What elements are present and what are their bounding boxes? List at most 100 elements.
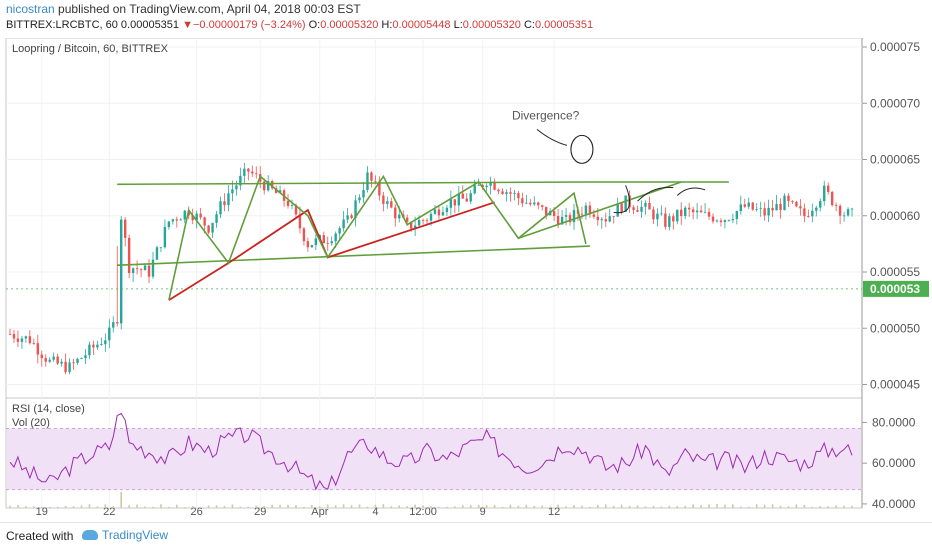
price-tick-label: 0.000070 — [870, 96, 920, 110]
tradingview-brand[interactable]: TradingView — [82, 528, 168, 542]
volume-bar — [660, 506, 663, 508]
candle-body — [298, 214, 302, 229]
candle-body — [560, 216, 564, 225]
volume-bar — [438, 506, 440, 508]
chart-svg[interactable]: 0.000075 0.000070 0.000065 0.000060 0.000055… — [4, 38, 930, 518]
support-line — [117, 245, 590, 266]
volume-bar — [239, 506, 242, 508]
volume-bar — [676, 505, 679, 508]
volume-bar — [334, 505, 337, 508]
volume-bar — [350, 505, 353, 508]
candle-body — [624, 195, 627, 212]
candle-body — [489, 181, 492, 186]
candle-body — [509, 192, 512, 194]
candle-body — [374, 180, 377, 182]
close-value: 0.00005351 — [534, 19, 594, 31]
volume-bar — [461, 505, 464, 508]
volume-bar — [771, 504, 774, 508]
open-label: O: — [308, 19, 321, 31]
candle-body — [92, 344, 95, 348]
candle-body — [823, 185, 826, 202]
candle-body — [96, 344, 99, 348]
volume-bar — [406, 506, 408, 508]
candle-body — [390, 201, 393, 208]
candle-body — [541, 205, 544, 207]
volume-bar — [80, 505, 83, 508]
volume-bar — [493, 505, 496, 508]
volume-bar — [311, 505, 313, 508]
candle-body — [306, 241, 310, 248]
price-tick-label: 0.000050 — [870, 321, 920, 335]
candle-body — [80, 358, 83, 359]
candle-body — [338, 228, 341, 234]
volume-bar — [525, 504, 528, 508]
candle-body — [588, 205, 592, 215]
volume-bar — [581, 505, 583, 508]
time-tick-label: 19 — [36, 506, 48, 518]
candle-body — [707, 211, 711, 217]
volume-title: Vol (20) — [12, 417, 50, 429]
candle-body — [616, 203, 619, 217]
volume-bar — [247, 506, 250, 508]
candle-body — [127, 237, 131, 274]
volume-bar — [33, 506, 35, 508]
rsi-tick-label: 60.0000 — [872, 456, 916, 470]
candle-body — [501, 191, 504, 194]
candle-body — [398, 214, 401, 219]
price-tick-label: 0.000055 — [870, 265, 920, 279]
candle-body — [719, 220, 723, 223]
candle-body — [147, 265, 151, 277]
candle-body — [739, 204, 743, 212]
published-text: published on TradingView.com, April 04, … — [58, 2, 361, 16]
candle-body — [735, 211, 739, 219]
candle-body — [32, 343, 36, 344]
candle-body — [231, 189, 234, 194]
volume-bar — [215, 505, 218, 508]
candle-body — [322, 235, 325, 244]
volume-bar — [422, 505, 424, 508]
bounce-arrow-3 — [676, 187, 706, 196]
volume-bar — [620, 504, 623, 508]
candle-body — [660, 213, 663, 215]
author-name[interactable]: nicostran — [6, 2, 55, 16]
volume-bar — [533, 505, 536, 508]
candle-body — [302, 228, 306, 242]
rsi-tick-label: 80.0000 — [872, 415, 916, 429]
volume-bar — [565, 506, 567, 508]
candle-body — [723, 220, 727, 223]
chart-area[interactable]: 0.000075 0.000070 0.000065 0.000060 0.000055… — [4, 38, 930, 518]
candle-body — [473, 185, 476, 194]
candle-body — [711, 216, 715, 222]
candle-body — [278, 190, 282, 194]
rising-wedge-line — [518, 181, 682, 240]
candle-body — [787, 195, 790, 202]
volume-bar — [541, 505, 544, 508]
volume-bar — [168, 506, 170, 508]
candle-body — [394, 207, 397, 219]
time-tick-label: 29 — [254, 506, 266, 518]
volume-bar — [199, 506, 202, 508]
candle-body — [76, 358, 79, 363]
volume-bar — [446, 506, 448, 508]
candle-body — [139, 269, 143, 271]
candle-body — [167, 221, 171, 228]
volume-bar — [843, 505, 845, 508]
candle-body — [334, 233, 337, 242]
candle-body — [715, 220, 719, 222]
candle-body — [819, 201, 822, 208]
candle-body — [413, 225, 417, 229]
price-tick-label: 0.000045 — [870, 378, 920, 392]
candle-body — [211, 222, 214, 233]
volume-bar — [366, 506, 369, 508]
candle-body — [691, 209, 695, 213]
candle-body — [568, 215, 572, 223]
zigzag-wave-line — [168, 174, 587, 301]
candle-body — [497, 189, 500, 192]
candle-body — [247, 168, 250, 172]
candle-body — [219, 201, 222, 215]
candle-body — [326, 243, 329, 244]
volume-bar — [612, 505, 615, 508]
candle-body — [441, 212, 445, 216]
volume-bar — [144, 506, 146, 508]
candle-body — [330, 241, 333, 244]
